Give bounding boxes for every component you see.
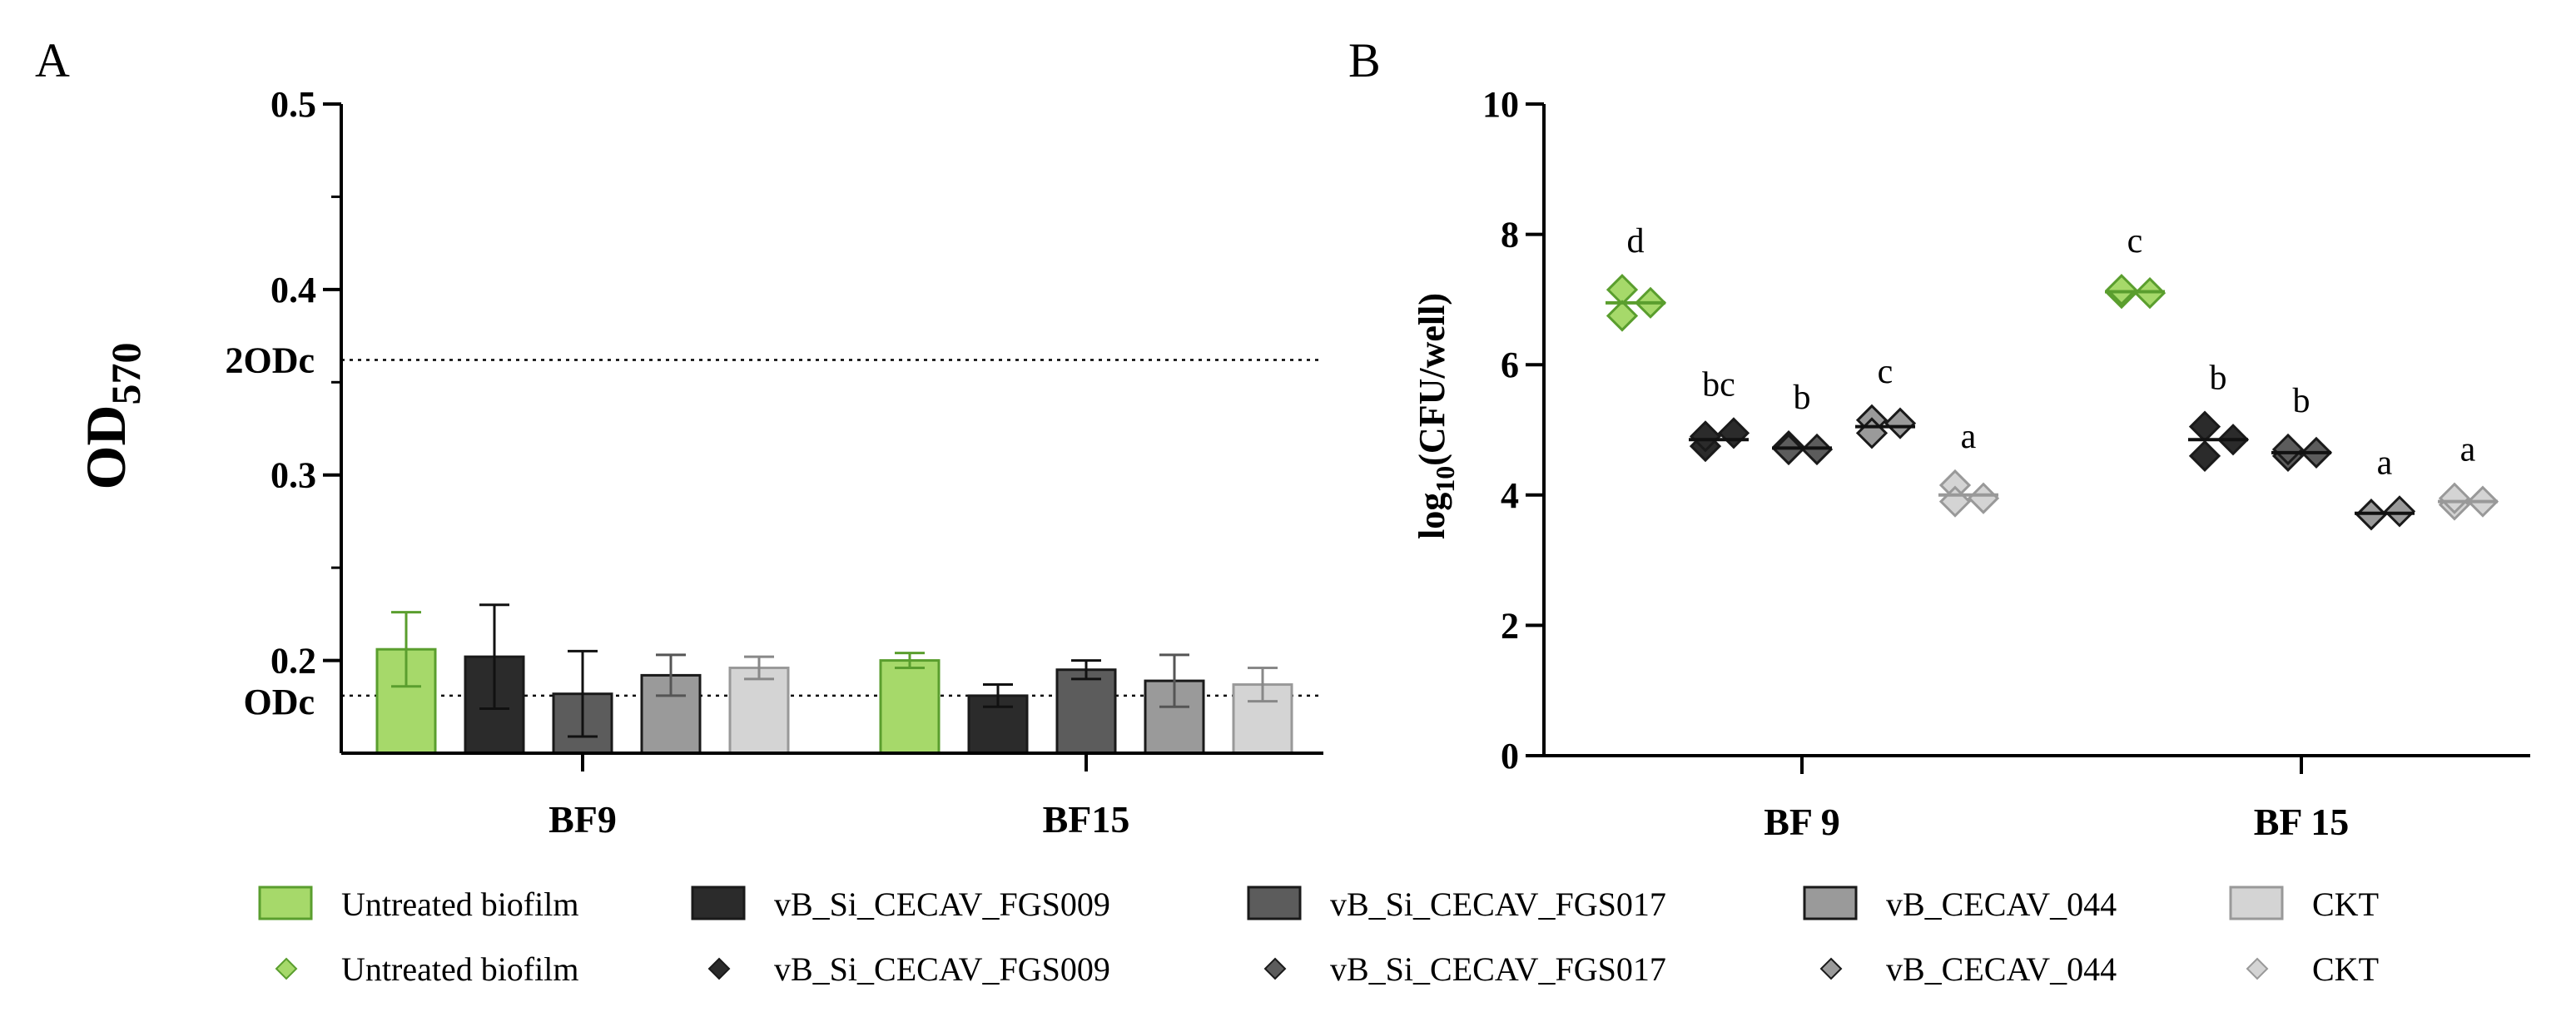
axes-group: 0.2 0.3 0.4 0.5 BF9 BF15 xyxy=(271,84,1323,841)
legend-label-bar: vB_Si_CECAV_FGS009 xyxy=(774,886,1110,923)
data-point xyxy=(2188,439,2221,472)
y-tick-label: 0.4 xyxy=(271,270,316,310)
data-point xyxy=(1689,420,1722,453)
data-point xyxy=(1938,485,1972,518)
legend-swatch-bar xyxy=(258,886,313,920)
legend-label-point: vB_Si_CECAV_FGS009 xyxy=(774,950,1110,988)
significance-letter: bc xyxy=(1702,365,1735,404)
y-tick-label: 10 xyxy=(1482,84,1519,125)
y-tick-label: 0.2 xyxy=(271,641,316,682)
legend-swatch-point xyxy=(2246,957,2269,980)
axes-group: 0 2 4 6 8 10 BF 9 BF 15 xyxy=(1482,84,2530,843)
y-tick-label: 6 xyxy=(1501,345,1519,385)
data-point xyxy=(1884,407,1917,439)
legend-label-bar: vB_Si_CECAV_FGS017 xyxy=(1330,886,1666,923)
legend-swatch-point xyxy=(1263,957,1287,980)
bar xyxy=(879,659,941,755)
data-point xyxy=(1606,300,1639,332)
legend-swatch-bar xyxy=(691,886,746,920)
legend-label-bar: CKT xyxy=(2312,886,2379,923)
x-category-label: BF15 xyxy=(1043,798,1130,841)
data-point xyxy=(2271,433,2305,466)
y-tick-label: 0 xyxy=(1501,736,1519,776)
reference-label-2odc: 2ODc xyxy=(225,340,315,381)
reference-label-odc: ODc xyxy=(243,682,315,722)
significance-letter: c xyxy=(2127,222,2143,260)
panel-b-label: B xyxy=(1348,33,1381,87)
data-point xyxy=(2105,274,2138,306)
data-point xyxy=(2383,495,2416,528)
significance-letter: c xyxy=(1878,353,1894,391)
data-point xyxy=(1606,274,1639,306)
significance-letter: b xyxy=(1794,379,1811,417)
legend: Untreated biofilm Untreated biofilm vB_Si_… xyxy=(258,886,2379,988)
y-tick-label: 4 xyxy=(1501,475,1519,516)
legend-swatch-point xyxy=(707,957,731,980)
points-group xyxy=(1606,274,2499,531)
panel-a-label: A xyxy=(35,33,70,87)
legend-swatch-point xyxy=(275,957,298,980)
legend-swatch-point xyxy=(1819,957,1843,980)
significance-letter: a xyxy=(2377,444,2393,482)
significance-letter: d xyxy=(1627,222,1645,260)
y-tick-label: 0.3 xyxy=(271,455,316,496)
significance-letter: a xyxy=(2460,431,2476,469)
data-point xyxy=(2188,410,2221,443)
bar xyxy=(1055,668,1117,755)
significance-letter: a xyxy=(1961,418,1977,456)
x-category-label: BF 9 xyxy=(1764,801,1840,843)
legend-label-point: vB_CECAV_044 xyxy=(1886,950,2117,988)
y-tick-label: 0.5 xyxy=(271,84,316,125)
data-point xyxy=(1967,482,2000,514)
x-category-label: BF 15 xyxy=(2254,801,2350,843)
legend-label-point: Untreated biofilm xyxy=(341,950,578,988)
legend-label-bar: vB_CECAV_044 xyxy=(1886,886,2117,923)
y-axis-label: OD570 xyxy=(74,343,149,490)
chart-a-od570-bar-chart: ODc 2ODc 0.2 0.3 0.4 0.5 BF9 BF15 OD570 xyxy=(74,84,1323,841)
significance-letter: b xyxy=(2293,382,2310,420)
legend-swatch-bar xyxy=(1803,886,1858,920)
y-tick-label: 8 xyxy=(1501,215,1519,255)
legend-swatch-bar xyxy=(2229,886,2284,920)
legend-label-bar: Untreated biofilm xyxy=(341,886,578,923)
legend-label-point: CKT xyxy=(2312,950,2379,988)
x-category-label: BF9 xyxy=(548,798,617,841)
bar xyxy=(728,666,790,755)
data-point xyxy=(1717,417,1750,449)
y-axis-label: log10(CFU/well) xyxy=(1412,293,1460,539)
y-tick-label: 2 xyxy=(1501,605,1519,646)
legend-label-point: vB_Si_CECAV_FGS017 xyxy=(1330,950,1666,988)
data-point xyxy=(2438,482,2471,514)
significance-letter: b xyxy=(2210,360,2227,398)
legend-swatch-bar xyxy=(1247,886,1302,920)
bars-group xyxy=(375,603,1293,755)
